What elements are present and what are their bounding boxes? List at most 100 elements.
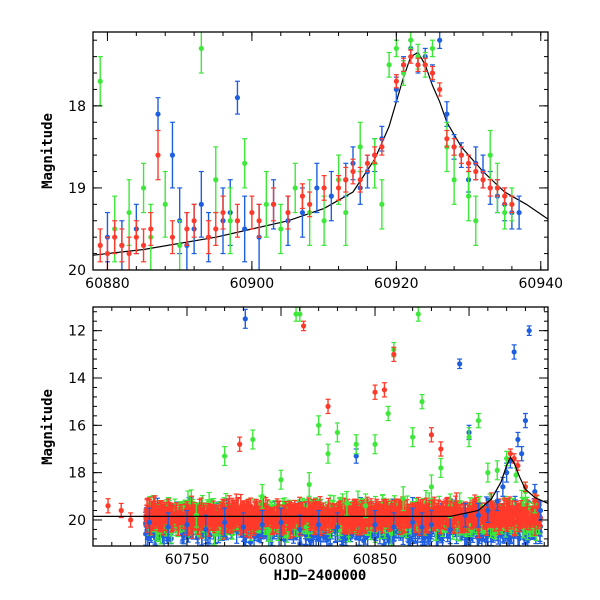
x-tick-label: 60750 xyxy=(165,552,210,568)
data-point-red xyxy=(438,441,444,457)
y-tick-label: 14 xyxy=(68,371,86,387)
data-point-green xyxy=(357,121,363,173)
x-tick-label: 60850 xyxy=(353,552,398,568)
data-point-red xyxy=(415,57,421,72)
data-point-green xyxy=(334,422,341,443)
data-point-green xyxy=(316,415,322,436)
data-point-red xyxy=(205,220,212,255)
data-point-red xyxy=(270,187,277,222)
data-point-green xyxy=(278,469,284,490)
data-point-red xyxy=(119,228,125,263)
data-point-red xyxy=(487,179,493,197)
y-axis-label-top: Magnitude xyxy=(40,113,56,189)
x-tick-label: 60900 xyxy=(230,276,275,292)
data-point-green xyxy=(242,138,248,189)
data-point-green xyxy=(263,170,269,238)
data-point-red xyxy=(140,228,147,263)
data-point-green xyxy=(126,179,132,246)
data-point-red xyxy=(169,220,176,255)
data-point-red xyxy=(285,195,291,230)
data-point-green xyxy=(306,472,312,497)
data-point-red xyxy=(437,82,443,97)
data-point-blue xyxy=(198,170,204,238)
data-point-red xyxy=(422,57,428,72)
data-point-green xyxy=(438,457,444,478)
data-point-green xyxy=(485,462,491,483)
ticks-top: 60880 60900 60920 60940 18 19 20 xyxy=(68,32,563,292)
data-point-red xyxy=(494,179,501,197)
data-point-red xyxy=(451,138,457,156)
data-point-blue xyxy=(515,431,521,448)
data-point-green xyxy=(372,434,378,455)
data-point-blue xyxy=(155,97,161,132)
data-point-red xyxy=(299,183,306,210)
y-axis-label-bottom: Magnitude xyxy=(40,389,56,465)
data-point-blue xyxy=(526,325,532,336)
x-tick-label: 60940 xyxy=(519,276,564,292)
data-point-blue xyxy=(457,358,463,370)
plot-frame-top xyxy=(92,31,549,271)
data-point-green xyxy=(451,154,457,205)
data-points-bottom xyxy=(105,307,544,546)
data-point-green xyxy=(408,32,414,50)
data-point-red xyxy=(97,228,103,263)
data-point-red xyxy=(428,427,435,443)
y-tick-label: 20 xyxy=(68,263,86,279)
data-point-blue xyxy=(522,412,529,429)
data-point-red xyxy=(112,220,118,255)
data-point-red xyxy=(502,187,508,205)
data-point-red xyxy=(307,191,313,218)
data-point-red xyxy=(118,502,124,519)
data-point-red xyxy=(393,74,399,89)
data-point-red xyxy=(372,384,378,400)
data-point-green xyxy=(177,220,183,270)
x-tick-label: 60880 xyxy=(85,276,130,292)
data-point-red xyxy=(444,129,450,148)
data-point-blue xyxy=(516,195,522,230)
data-point-green xyxy=(250,429,256,450)
data-point-green xyxy=(494,460,500,481)
data-point-blue xyxy=(511,344,517,360)
data-point-red xyxy=(379,138,385,156)
data-point-red xyxy=(213,211,219,246)
data-point-green xyxy=(379,179,385,230)
data-point-red xyxy=(321,175,327,201)
data-point-red xyxy=(480,170,486,189)
data-point-blue xyxy=(314,162,320,214)
data-point-red xyxy=(335,175,342,201)
x-axis-label: HJD−2400000 xyxy=(274,568,367,584)
data-point-red xyxy=(234,203,241,238)
y-tick-label: 18 xyxy=(68,99,86,115)
model-curve-top xyxy=(93,51,548,256)
data-point-red xyxy=(465,154,472,173)
data-point-green xyxy=(97,56,103,107)
y-tick-label: 20 xyxy=(68,513,86,529)
data-point-green xyxy=(487,129,493,181)
data-point-red xyxy=(458,146,464,164)
data-point-red xyxy=(184,211,190,246)
data-point-green xyxy=(415,307,421,322)
data-point-red xyxy=(105,498,111,514)
data-point-green xyxy=(222,446,228,467)
data-point-green xyxy=(140,162,147,214)
y-tick-label: 19 xyxy=(68,181,86,197)
data-point-blue xyxy=(519,446,525,462)
data-point-green xyxy=(466,427,472,448)
data-point-blue xyxy=(437,32,443,50)
y-tick-label: 18 xyxy=(68,466,86,482)
data-points-top xyxy=(97,32,522,270)
data-point-green xyxy=(419,393,425,410)
data-point-red xyxy=(237,436,243,452)
data-point-red xyxy=(381,382,388,398)
data-point-green xyxy=(429,39,436,58)
data-point-red xyxy=(350,158,356,185)
data-point-red xyxy=(191,203,197,238)
data-point-red xyxy=(155,129,161,181)
data-point-red xyxy=(249,195,255,230)
panel-full: 60750 60800 60850 60900 12 14 16 18 20 Magnitude… xyxy=(40,306,549,584)
data-point-green xyxy=(162,170,168,238)
y-tick-label: 16 xyxy=(68,418,86,434)
y-tick-label: 12 xyxy=(68,324,86,340)
data-point-red xyxy=(133,220,139,255)
